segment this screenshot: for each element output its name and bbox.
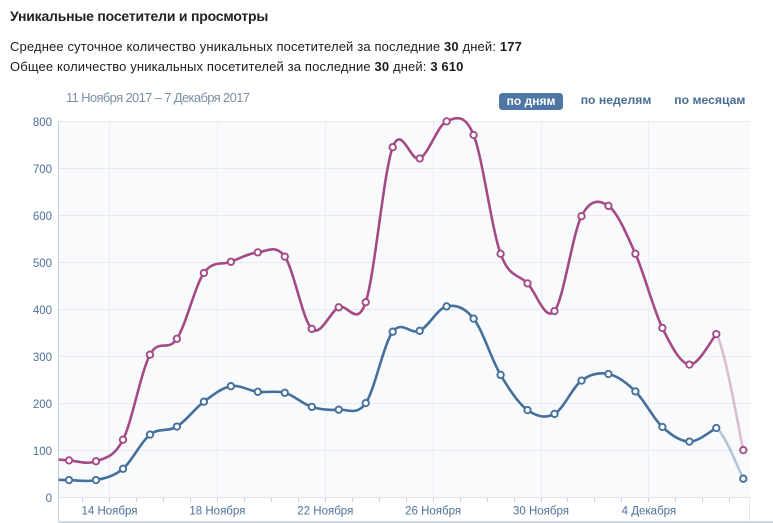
svg-text:100: 100 (33, 446, 52, 458)
svg-text:700: 700 (33, 164, 52, 176)
svg-text:18 Ноября: 18 Ноября (189, 506, 245, 518)
svg-text:500: 500 (33, 258, 52, 270)
svg-text:30 Ноября: 30 Ноября (513, 506, 569, 518)
svg-text:300: 300 (33, 352, 52, 364)
svg-text:600: 600 (33, 211, 52, 223)
svg-text:400: 400 (33, 305, 52, 317)
svg-text:800: 800 (33, 117, 52, 129)
svg-text:200: 200 (33, 399, 52, 411)
svg-text:22 Ноября: 22 Ноября (297, 506, 353, 518)
svg-text:0: 0 (46, 493, 52, 505)
svg-text:26 Ноября: 26 Ноября (405, 506, 461, 518)
svg-text:4 Декабря: 4 Декабря (622, 506, 677, 518)
svg-text:14 Ноября: 14 Ноября (82, 506, 138, 518)
